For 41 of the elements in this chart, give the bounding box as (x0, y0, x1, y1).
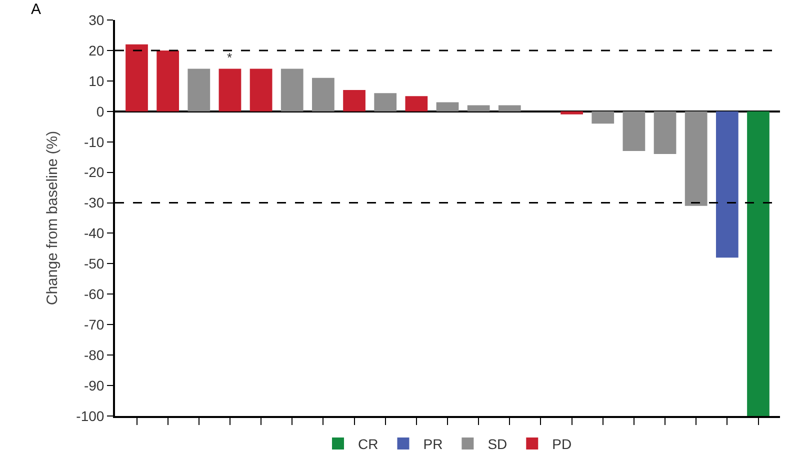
y-tick-label: -30 (84, 194, 104, 211)
y-tick-label: 10 (88, 72, 104, 89)
y-tick-label: -60 (84, 286, 104, 302)
y-tick-label: -10 (84, 134, 104, 150)
y-tick-label: -100 (76, 408, 104, 424)
bar (126, 44, 148, 112)
y-tick-label: -50 (84, 256, 104, 272)
y-axis-title: Change from baseline (%) (44, 130, 61, 306)
legend-label: PD (552, 436, 572, 452)
bar (405, 96, 428, 112)
bar (716, 111, 738, 258)
bar (188, 68, 210, 112)
legend-label: PR (423, 436, 443, 452)
bar (343, 90, 366, 112)
bar (622, 111, 646, 151)
y-tick-label: 30 (88, 12, 104, 28)
legend-label: SD (488, 436, 508, 452)
bar (498, 105, 521, 112)
bar (250, 68, 272, 112)
y-tick-label: -20 (84, 164, 104, 180)
y-tick-label: -80 (84, 346, 104, 363)
bar (654, 111, 676, 154)
y-tick-label: -70 (84, 316, 104, 333)
y-tick-label: 20 (88, 42, 104, 58)
annotation: * (227, 50, 232, 65)
y-tick-label: 0 (96, 103, 104, 120)
bar (280, 68, 304, 112)
legend-label: CR (358, 436, 378, 452)
bar (436, 102, 459, 112)
bar (467, 105, 490, 112)
bar (560, 111, 583, 114)
y-tick-label: -40 (84, 225, 104, 242)
bar (156, 50, 180, 112)
y-tick-label: -90 (84, 377, 104, 394)
bar (592, 111, 614, 124)
bar (374, 93, 397, 112)
text: A (31, 1, 42, 18)
bar (747, 111, 770, 416)
bar (684, 111, 708, 206)
bar (218, 68, 242, 112)
bar (312, 78, 334, 112)
